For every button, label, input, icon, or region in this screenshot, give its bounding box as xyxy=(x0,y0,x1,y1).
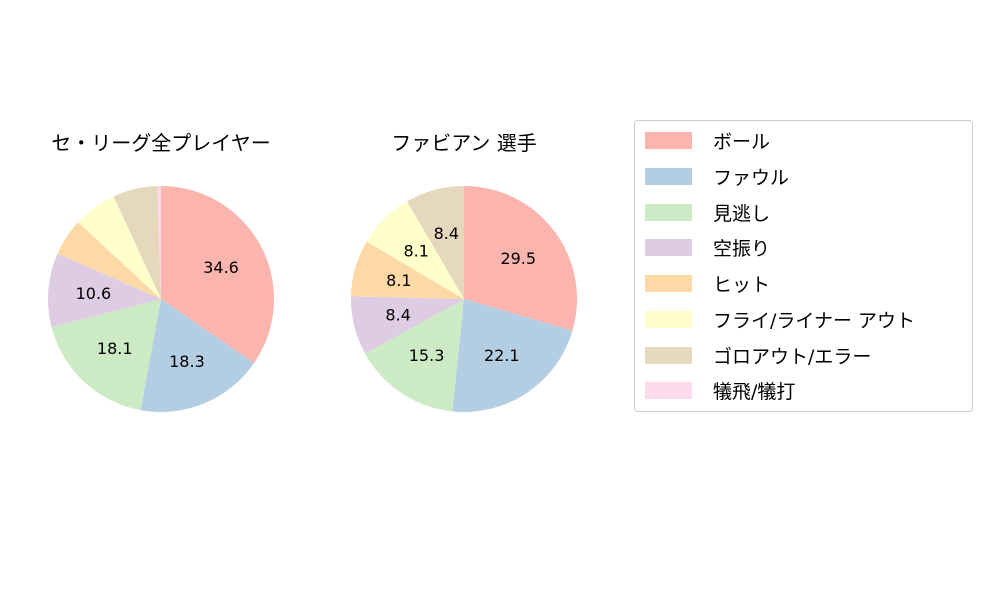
legend-swatch xyxy=(645,238,692,256)
legend: ボール ファウル 見逃し 空振り ヒット フライ/ライナー アウト ゴロアウト/… xyxy=(634,120,973,412)
legend-label: ゴロアウト/エラー xyxy=(713,345,872,368)
legend-label: ファウル xyxy=(713,166,790,189)
legend-item-sacrifice: 犠飛/犠打 xyxy=(645,375,795,405)
pie-slice xyxy=(113,186,161,299)
legend-label: ヒット xyxy=(713,273,771,296)
legend-label: 犠飛/犠打 xyxy=(713,380,796,403)
legend-item-ball: ボール xyxy=(645,125,770,155)
slice-value-label: 8.4 xyxy=(434,224,459,243)
slice-value-label: 8.4 xyxy=(385,306,410,325)
slice-value-label: 8.1 xyxy=(386,271,411,290)
slice-value-label: 34.6 xyxy=(203,258,239,277)
left-chart-title: セ・リーグ全プレイヤー xyxy=(51,131,271,155)
slice-value-label: 18.1 xyxy=(97,339,133,358)
legend-swatch xyxy=(645,346,692,364)
legend-item-ground-out-error: ゴロアウト/エラー xyxy=(645,340,871,370)
pie-slice xyxy=(78,196,161,299)
legend-label: 空振り xyxy=(713,237,771,260)
pie-slice xyxy=(140,299,255,412)
legend-item-called-strike: 見逃し xyxy=(645,197,770,227)
legend-item-swinging-strike: 空振り xyxy=(645,232,770,262)
slice-value-label: 22.1 xyxy=(484,346,520,365)
legend-swatch xyxy=(645,167,692,185)
pie-slice xyxy=(407,186,464,299)
pie-slice xyxy=(161,186,274,364)
pie-slice xyxy=(351,241,464,299)
legend-item-fly-liner-out: フライ/ライナー アウト xyxy=(645,304,915,334)
legend-label: 見逃し xyxy=(713,202,771,225)
pie-slice xyxy=(366,201,464,299)
pie-slice xyxy=(51,299,161,411)
pie-slice xyxy=(464,186,578,331)
pie-slice xyxy=(47,253,161,328)
right-chart-title: ファビアン 選手 xyxy=(391,131,537,155)
pie-slice xyxy=(365,299,464,412)
slice-value-label: 15.3 xyxy=(409,346,445,365)
player-pie-chart: 29.5 22.1 15.3 8.4 8.1 8.1 8.4 xyxy=(351,186,578,412)
legend-swatch xyxy=(645,203,692,221)
slice-value-label: 29.5 xyxy=(500,249,536,268)
pie-slice xyxy=(452,299,573,412)
legend-swatch xyxy=(645,310,692,328)
slice-value-label: 8.1 xyxy=(403,241,428,260)
legend-label: フライ/ライナー アウト xyxy=(713,309,916,332)
league-pie-chart: 34.6 18.3 18.1 10.6 xyxy=(47,186,274,412)
slice-value-label: 10.6 xyxy=(76,284,112,303)
pie-slice xyxy=(351,296,464,354)
pie-slice xyxy=(57,222,162,299)
legend-label: ボール xyxy=(713,130,771,153)
legend-swatch xyxy=(645,381,692,399)
legend-item-foul: ファウル xyxy=(645,161,789,191)
legend-swatch xyxy=(645,274,692,292)
legend-item-hit: ヒット xyxy=(645,268,770,298)
legend-swatch xyxy=(645,131,692,149)
pie-slice xyxy=(157,186,161,299)
slice-value-label: 18.3 xyxy=(169,352,205,371)
